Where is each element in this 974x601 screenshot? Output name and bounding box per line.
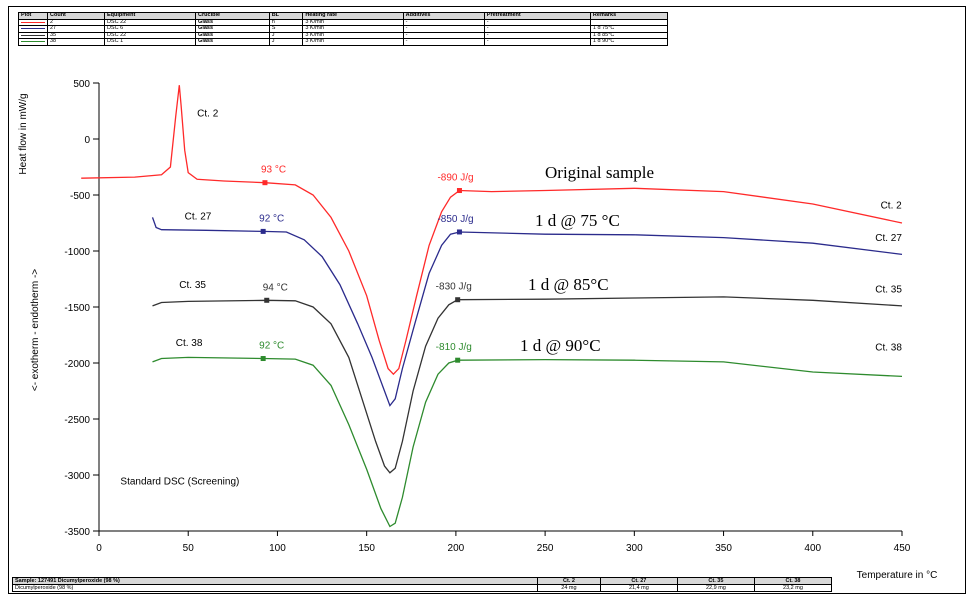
legend-cell-additives: - xyxy=(402,38,485,46)
enthalpy-label: -830 J/g xyxy=(436,282,472,293)
series-note: 1 d @ 85°C xyxy=(528,275,609,294)
sample-value-ct2: 24 mg xyxy=(537,584,601,592)
y-tick-label: 0 xyxy=(84,135,90,146)
x-tick-label: 350 xyxy=(715,543,732,554)
sample-value-ct35: 22,9 mg xyxy=(676,584,755,592)
legend-swatch xyxy=(18,38,48,46)
series-line xyxy=(152,296,903,474)
series-name-left: Ct. 38 xyxy=(176,338,203,349)
onset-marker xyxy=(264,297,270,303)
sample-header-ct38: Ct. 38 xyxy=(753,577,833,585)
series-name-right: Ct. 38 xyxy=(875,343,902,354)
series-name-left: Ct. 27 xyxy=(185,212,212,223)
y-axis-label-unit: Heat flow in mW/g xyxy=(18,93,29,174)
x-tick-label: 150 xyxy=(358,543,375,554)
legend-row: 35 DSC 22 Glass J 3 K/min - -1 d 85°C xyxy=(18,31,669,39)
legend-cell-crucible: Glass xyxy=(195,38,270,46)
y-tick-label: -1500 xyxy=(64,303,90,314)
sample-header-ct27: Ct. 27 xyxy=(599,577,678,585)
legend-header-row: Plot Count Equipment Crucible BL Heating… xyxy=(18,12,669,20)
end-marker xyxy=(455,357,461,363)
enthalpy-label: -810 J/g xyxy=(436,342,472,353)
series-note: 1 d @ 90°C xyxy=(520,336,601,355)
enthalpy-label: -890 J/g xyxy=(437,173,473,184)
x-tick-label: 400 xyxy=(804,543,821,554)
legend-table: Plot Count Equipment Crucible BL Heating… xyxy=(18,12,669,46)
series-line xyxy=(81,85,903,376)
legend-cell-remarks: 1 d 90°C xyxy=(589,38,669,46)
end-marker xyxy=(456,229,462,235)
series-name-left: Ct. 35 xyxy=(179,280,206,291)
legend-cell-pretreatment: - xyxy=(483,38,591,46)
x-tick-label: 0 xyxy=(96,543,102,554)
legend-cell-heating-rate: 3 K/min xyxy=(302,38,404,46)
y-axis-label: <- exotherm - endotherm -> xyxy=(30,269,41,391)
series-name-right: Ct. 35 xyxy=(875,284,902,295)
x-tick-label: 50 xyxy=(183,543,195,554)
series-name-right: Ct. 27 xyxy=(875,233,902,244)
onset-label: 92 °C xyxy=(259,213,284,224)
sample-value-ct38: 23,2 mg xyxy=(753,584,833,592)
x-tick-label: 300 xyxy=(626,543,643,554)
onset-label: 93 °C xyxy=(261,165,286,176)
y-tick-label: -3500 xyxy=(64,527,90,538)
y-tick-label: -3000 xyxy=(64,471,90,482)
x-tick-label: 200 xyxy=(448,543,465,554)
y-tick-label: -2500 xyxy=(64,415,90,426)
series-name-right: Ct. 2 xyxy=(881,200,903,211)
series-line xyxy=(151,217,903,407)
x-axis-label: Temperature in °C xyxy=(857,570,938,581)
sample-header-ct35: Ct. 35 xyxy=(676,577,755,585)
y-tick-label: -500 xyxy=(70,191,90,202)
x-tick-label: 450 xyxy=(894,543,911,554)
series-note: Original sample xyxy=(545,163,654,182)
onset-label: 94 °C xyxy=(263,282,288,293)
x-tick-label: 100 xyxy=(269,543,286,554)
y-tick-label: -2000 xyxy=(64,359,90,370)
onset-marker xyxy=(262,180,268,186)
y-tick-label: -1000 xyxy=(64,247,90,258)
sample-value-ct27: 21,4 mg xyxy=(599,584,678,592)
onset-label: 92 °C xyxy=(259,341,284,352)
onset-marker xyxy=(260,356,266,362)
end-marker xyxy=(456,188,462,194)
sample-table: Sample: 127491 Dicumylperoxide (98 %) Ct… xyxy=(12,577,833,592)
series-name-left: Ct. 2 xyxy=(197,109,219,120)
onset-marker xyxy=(260,228,266,234)
sample-value-row: Dicumylperoxide (98 %) 24 mg 21,4 mg 22,… xyxy=(12,584,833,592)
sample-header-row: Sample: 127491 Dicumylperoxide (98 %) Ct… xyxy=(12,577,833,585)
y-tick-label: 500 xyxy=(73,79,90,90)
legend-row: 2 DSC 22 Glass n 3 K/min - - xyxy=(18,18,669,26)
figure-frame xyxy=(8,6,966,594)
series-note: 1 d @ 75 °C xyxy=(535,211,620,230)
sample-header-name: Sample: 127491 Dicumylperoxide (98 %) xyxy=(12,577,538,585)
enthalpy-label: -850 J/g xyxy=(437,214,473,225)
sample-value-name: Dicumylperoxide (98 %) xyxy=(12,584,538,592)
end-marker xyxy=(455,297,461,303)
legend-row: 38 DSC 1 Glass J 3 K/min - -1 d 90°C xyxy=(18,38,669,46)
chart-annotation: Standard DSC (Screening) xyxy=(120,477,239,488)
series-line xyxy=(152,356,903,528)
sample-header-ct2: Ct. 2 xyxy=(537,577,601,585)
legend-cell-equipment: DSC 1 xyxy=(103,38,197,46)
x-tick-label: 250 xyxy=(537,543,554,554)
